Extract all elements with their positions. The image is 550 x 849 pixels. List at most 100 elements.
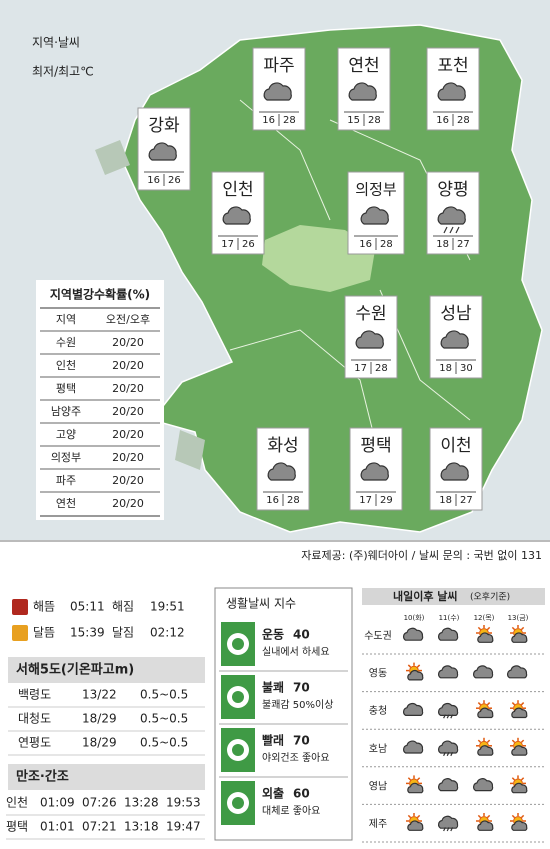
islands-cell: 18/29 xyxy=(82,736,117,750)
rain-icon xyxy=(443,751,446,757)
cloud-icon xyxy=(407,670,424,681)
precip-value: 20/20 xyxy=(112,405,144,418)
sun-ray xyxy=(416,664,421,668)
islands-cell: 연평도 xyxy=(18,736,51,750)
city-name: 평택 xyxy=(360,436,391,456)
rain-icon xyxy=(443,827,446,832)
legend-line: 최저/최고℃ xyxy=(32,65,94,79)
tides-cell: 13:28 xyxy=(124,796,159,810)
tides-title: 만조·간조 xyxy=(16,769,69,785)
sun-ray xyxy=(511,626,516,631)
precip-value: 20/20 xyxy=(112,474,144,487)
cloud-icon xyxy=(440,462,469,481)
cloud-icon xyxy=(477,707,494,719)
islands-cell: 대청도 xyxy=(18,712,51,726)
city-high: 28 xyxy=(457,115,470,126)
cloud-icon xyxy=(438,627,459,641)
life-note: 불쾌감 50%이상 xyxy=(262,699,333,711)
precip-region: 연천 xyxy=(56,496,76,510)
islands-cell: 0.5~0.5 xyxy=(140,736,188,750)
cloud-icon xyxy=(507,665,528,679)
city-name: 포천 xyxy=(437,56,468,76)
city-name: 화성 xyxy=(267,436,298,456)
city-high: 27 xyxy=(460,495,473,506)
tides-cell: 07:26 xyxy=(82,796,117,810)
rain-icon xyxy=(446,751,450,757)
city-low: 17 xyxy=(354,363,367,374)
life-title: 생활날씨 지수 xyxy=(226,597,296,611)
precip-region: 인천 xyxy=(56,358,76,372)
sun-ray xyxy=(511,739,516,743)
rain-icon xyxy=(455,226,460,234)
life-value: 70 xyxy=(293,681,310,695)
cloud-icon xyxy=(437,82,466,101)
sun-ray xyxy=(486,739,491,743)
rain-icon xyxy=(443,714,446,719)
cloud-icon xyxy=(477,632,494,643)
city-name: 이천 xyxy=(440,436,471,456)
rain-icon xyxy=(443,226,448,234)
sun-ray xyxy=(511,777,516,781)
sun-ray xyxy=(520,626,525,631)
islands-title: 서해5도(기온파고m) xyxy=(16,662,134,678)
forecast-region: 영동 xyxy=(369,668,387,680)
tides-cell: 13:18 xyxy=(124,820,159,834)
cloud-icon xyxy=(438,778,459,792)
sunmoon-icon xyxy=(12,599,28,615)
life-note: 대체로 좋아요 xyxy=(262,805,320,817)
city-low: 16 xyxy=(147,175,160,186)
cloud-icon xyxy=(403,702,424,716)
sunmoon-time: 15:39 xyxy=(70,626,105,640)
forecast-day: 12(목) xyxy=(474,614,495,622)
tides-cell: 평택 xyxy=(6,820,28,834)
cloud-icon xyxy=(348,82,377,101)
tides-cell: 01:01 xyxy=(40,820,75,834)
city-low: 16 xyxy=(266,495,279,506)
city-low: 16 xyxy=(262,115,275,126)
city-name: 수원 xyxy=(355,304,386,324)
city-name: 인천 xyxy=(222,180,253,200)
cloud-icon xyxy=(473,778,494,792)
sunmoon-label: 달짐 xyxy=(112,626,134,640)
sun-ray xyxy=(416,777,421,781)
sun-ray xyxy=(520,777,525,781)
precip-region: 남양주 xyxy=(51,405,81,418)
sun-ray xyxy=(477,739,482,743)
city-low: 16 xyxy=(436,115,449,126)
city-low: 17 xyxy=(359,495,372,506)
cloud-icon xyxy=(477,745,494,756)
islands-cell: 0.5~0.5 xyxy=(140,712,188,726)
sunmoon-time: 02:12 xyxy=(150,626,185,640)
precip-region: 평택 xyxy=(56,382,76,395)
sun-ray xyxy=(407,814,412,819)
city-low: 15 xyxy=(347,115,360,126)
section-header xyxy=(8,657,205,683)
life-icon-figure xyxy=(232,638,244,650)
sun-ray xyxy=(477,626,482,631)
cloud-icon xyxy=(360,462,389,481)
city-high: 28 xyxy=(287,495,300,506)
cloud-icon xyxy=(407,782,424,794)
forecast-region: 영남 xyxy=(369,780,387,792)
cloud-icon xyxy=(267,462,296,481)
cloud-icon xyxy=(511,745,528,756)
cloud-icon xyxy=(360,206,389,225)
sunmoon-time: 19:51 xyxy=(150,600,185,614)
city-name: 강화 xyxy=(148,116,180,136)
city-high: 27 xyxy=(457,239,470,250)
map-islands xyxy=(95,140,205,470)
map-seoul xyxy=(262,225,375,292)
precip-value: 20/20 xyxy=(112,428,144,441)
life-note: 실내에서 하세요 xyxy=(262,645,330,658)
life-value: 60 xyxy=(293,787,310,801)
rain-icon xyxy=(450,714,454,719)
tides-cell: 07:21 xyxy=(82,820,117,834)
city-high: 28 xyxy=(380,239,393,250)
life-note: 야외건조 좋아요 xyxy=(262,752,330,764)
cloud-icon xyxy=(511,782,528,794)
tides-cell: 01:09 xyxy=(40,796,75,810)
sun-ray xyxy=(486,814,491,819)
source: 자료제공: (주)웨더아이 / 날씨 문의 : 국번 없이 131 xyxy=(301,549,542,562)
city-high: 28 xyxy=(368,115,381,126)
